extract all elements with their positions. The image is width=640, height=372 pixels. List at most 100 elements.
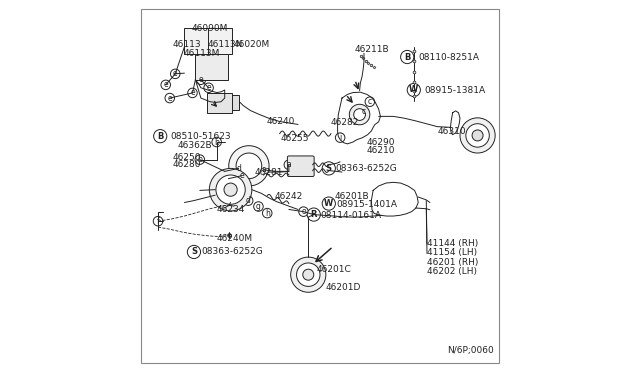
Text: e: e: [239, 171, 244, 180]
Text: 46113N: 46113N: [207, 41, 243, 49]
Text: 41144 (RH): 41144 (RH): [427, 240, 478, 248]
Text: 46250: 46250: [173, 153, 201, 162]
Circle shape: [153, 217, 163, 226]
Circle shape: [296, 263, 320, 286]
Text: e: e: [190, 89, 195, 97]
Circle shape: [212, 137, 221, 147]
Bar: [195, 54, 228, 80]
Circle shape: [291, 257, 326, 292]
Circle shape: [259, 165, 268, 174]
Text: 46255: 46255: [281, 134, 309, 143]
Circle shape: [460, 118, 495, 153]
Text: 46211B: 46211B: [355, 45, 389, 54]
Circle shape: [216, 175, 245, 204]
Circle shape: [365, 97, 374, 106]
Circle shape: [228, 146, 269, 186]
Circle shape: [401, 51, 414, 64]
Text: 08363-6252G: 08363-6252G: [201, 247, 262, 256]
Text: S: S: [191, 247, 197, 256]
Text: B: B: [404, 52, 410, 61]
Text: S: S: [326, 164, 332, 173]
Text: 08915-1401A: 08915-1401A: [337, 200, 398, 209]
Circle shape: [359, 107, 369, 117]
Text: 08510-51623: 08510-51623: [170, 132, 231, 141]
Text: o: o: [301, 207, 306, 216]
Text: b: b: [214, 138, 219, 147]
Text: N/6P;0060: N/6P;0060: [447, 346, 494, 355]
Text: 46113: 46113: [173, 41, 202, 49]
Text: 46310: 46310: [437, 127, 466, 136]
Text: f: f: [157, 217, 159, 226]
Text: 46240: 46240: [267, 117, 295, 126]
Circle shape: [303, 269, 314, 280]
Text: e: e: [168, 93, 172, 103]
Circle shape: [262, 208, 272, 218]
Bar: [232, 95, 239, 110]
Circle shape: [165, 93, 175, 103]
FancyBboxPatch shape: [287, 156, 314, 176]
Circle shape: [234, 164, 243, 173]
Circle shape: [322, 197, 335, 210]
Text: B: B: [157, 132, 163, 141]
Circle shape: [307, 208, 321, 221]
Circle shape: [195, 155, 205, 164]
Circle shape: [284, 160, 294, 170]
Circle shape: [299, 207, 308, 217]
Text: d: d: [246, 196, 251, 205]
Text: i: i: [339, 133, 341, 142]
Circle shape: [188, 88, 197, 98]
Circle shape: [154, 129, 167, 143]
Text: a: a: [261, 166, 266, 174]
Text: 46210: 46210: [366, 145, 395, 155]
Text: 46281: 46281: [255, 167, 284, 177]
Circle shape: [161, 80, 170, 90]
Circle shape: [237, 171, 246, 180]
Circle shape: [224, 183, 237, 196]
Bar: [207, 93, 232, 113]
Text: R: R: [310, 210, 317, 219]
Text: 46201 (RH): 46201 (RH): [427, 259, 478, 267]
Circle shape: [209, 169, 252, 211]
Circle shape: [335, 133, 345, 142]
Text: 46280: 46280: [173, 160, 201, 169]
Text: d: d: [236, 164, 241, 173]
Circle shape: [188, 246, 200, 259]
Text: 08915-1381A: 08915-1381A: [424, 86, 485, 95]
Text: e: e: [198, 75, 204, 84]
Text: g: g: [256, 202, 261, 211]
Text: 46201B: 46201B: [335, 192, 369, 201]
Text: 46020M: 46020M: [234, 41, 270, 49]
Text: h: h: [265, 209, 269, 218]
Text: 46234: 46234: [217, 205, 245, 214]
Text: 46201C: 46201C: [316, 265, 351, 274]
Text: 46290: 46290: [366, 138, 395, 147]
Circle shape: [196, 75, 205, 84]
Text: 46362B: 46362B: [177, 141, 212, 150]
Text: 46113M: 46113M: [184, 49, 220, 58]
Text: 08110-8251A: 08110-8251A: [418, 52, 479, 61]
Text: 46240M: 46240M: [217, 234, 253, 243]
Text: e: e: [206, 83, 211, 92]
Text: e: e: [173, 69, 177, 78]
Text: b: b: [197, 155, 202, 164]
Circle shape: [466, 124, 490, 147]
Text: c: c: [362, 108, 366, 116]
Text: W: W: [324, 199, 333, 208]
Text: 46282: 46282: [331, 118, 360, 128]
Bar: [184, 28, 232, 54]
Circle shape: [253, 202, 263, 211]
Circle shape: [354, 109, 365, 121]
Circle shape: [170, 69, 180, 78]
Text: 41154 (LH): 41154 (LH): [427, 248, 477, 257]
Circle shape: [243, 196, 253, 205]
Circle shape: [349, 104, 370, 125]
Text: 46090M: 46090M: [192, 24, 228, 33]
Text: e: e: [163, 80, 168, 89]
Text: a: a: [287, 160, 291, 169]
Text: W: W: [409, 86, 419, 94]
Circle shape: [322, 162, 335, 175]
Circle shape: [407, 83, 420, 97]
Text: 46202 (LH): 46202 (LH): [427, 267, 477, 276]
Text: c: c: [368, 97, 372, 106]
Text: 46201D: 46201D: [326, 283, 361, 292]
